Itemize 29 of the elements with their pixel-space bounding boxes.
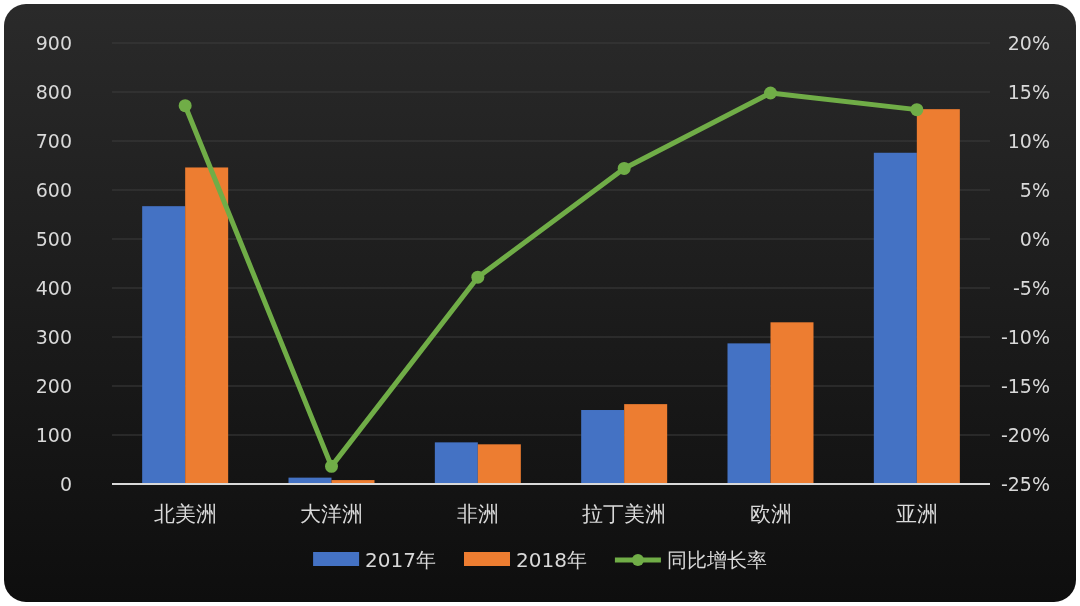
- y-tick-label: 100: [35, 424, 72, 446]
- y2-tick-label: 0%: [1019, 228, 1050, 250]
- y2-tick-label: 15%: [1007, 81, 1050, 103]
- x-tick-label: 亚洲: [895, 502, 938, 526]
- y-tick-label: 400: [35, 277, 72, 299]
- legend-label: 2018年: [516, 548, 587, 572]
- y-tick-label: 600: [35, 179, 72, 201]
- x-tick-label: 大洋洲: [300, 502, 363, 526]
- y2-tick-label: 20%: [1007, 32, 1050, 54]
- y-tick-label: 900: [35, 32, 72, 54]
- legend-label: 同比增长率: [666, 548, 767, 572]
- x-tick-label: 欧洲: [749, 502, 792, 526]
- y2-tick-label: -10%: [1000, 326, 1050, 348]
- x-tick-label: 拉丁美洲: [582, 502, 667, 526]
- x-tick-label: 北美洲: [153, 502, 217, 526]
- y-tick-label: 300: [35, 326, 72, 348]
- y-tick-label: 700: [35, 130, 72, 152]
- x-tick-label: 非洲: [456, 502, 499, 526]
- y2-tick-label: -15%: [1000, 375, 1050, 397]
- y2-tick-label: -5%: [1013, 277, 1050, 299]
- y-tick-label: 200: [35, 375, 72, 397]
- y-tick-label: 800: [35, 81, 72, 103]
- y-tick-label: 500: [35, 228, 72, 250]
- y2-tick-label: 5%: [1019, 179, 1050, 201]
- legend-label: 2017年: [365, 548, 436, 572]
- y2-tick-label: -25%: [1000, 473, 1050, 495]
- y-tick-label: 0: [59, 473, 72, 495]
- y2-tick-label: 10%: [1007, 130, 1050, 152]
- y2-tick-label: -20%: [1000, 424, 1050, 446]
